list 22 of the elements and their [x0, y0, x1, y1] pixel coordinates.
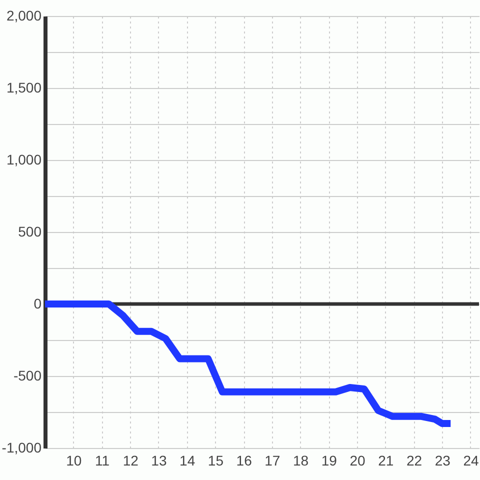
y-tick-label: 2,000	[6, 8, 42, 24]
x-tick-label: 20	[350, 452, 366, 468]
x-tick-label: 10	[66, 452, 82, 468]
y-tick-label: 500	[18, 224, 42, 240]
x-tick-label: 14	[180, 452, 196, 468]
y-tick-label: -500	[13, 368, 42, 384]
x-tick-label: 12	[122, 452, 139, 468]
x-tick-label: 19	[321, 452, 338, 468]
x-tick-label: 21	[378, 452, 394, 468]
y-tick-label: 1,500	[6, 80, 42, 96]
x-tick-label: 22	[406, 452, 422, 468]
x-tick-label: 24	[463, 452, 479, 468]
y-tick-label: -1,000	[2, 440, 42, 456]
y-tick-label: 0	[34, 296, 42, 312]
y-tick-label: 1,000	[6, 152, 42, 168]
x-tick-label: 15	[208, 452, 224, 468]
x-tick-label: 11	[94, 452, 110, 468]
x-tick-label: 23	[434, 452, 451, 468]
x-tick-label: 13	[151, 452, 167, 468]
x-tick-label: 16	[236, 452, 252, 468]
x-tick-label: 18	[293, 452, 309, 468]
x-tick-label: 17	[264, 452, 280, 468]
